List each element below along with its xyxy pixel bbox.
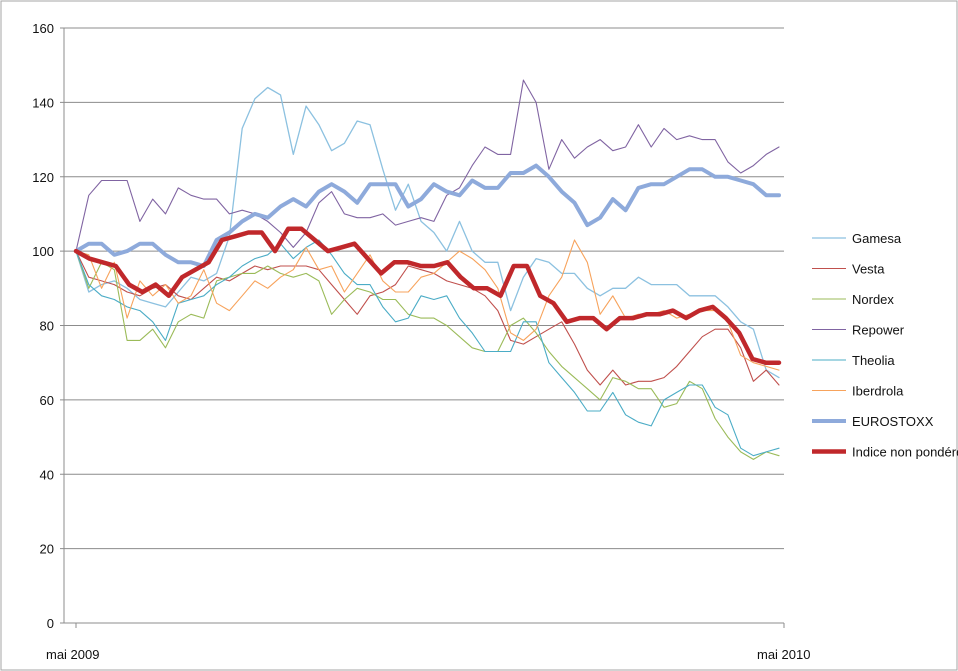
series-line-gamesa	[75, 86, 780, 379]
y-tick-label: 0	[47, 616, 54, 631]
series-line-indice-non-pond-r	[73, 226, 782, 365]
x-axis-ticks: mai 2009 mai 2010	[46, 647, 810, 662]
series-line-theolia	[75, 239, 780, 457]
series-line-repower	[75, 79, 780, 252]
y-tick-label: 60	[40, 393, 54, 408]
gridlines	[64, 27, 784, 550]
y-axis-ticks: 0 20 40 60 80 100 120 140 160	[32, 21, 64, 631]
y-tick-label: 80	[40, 319, 54, 334]
series-lines	[73, 79, 782, 460]
series-line-vesta	[75, 250, 780, 386]
y-tick-label: 160	[32, 21, 54, 36]
legend-label-vesta: Vesta	[852, 262, 885, 277]
y-tick-label: 40	[40, 467, 54, 482]
legend-label-eurostoxx: EUROSTOXX	[852, 414, 934, 429]
legend: Gamesa Vesta Nordex Repower Theolia Iberdrola…	[812, 231, 958, 460]
y-tick-label: 20	[40, 542, 54, 557]
series-line-eurostoxx	[74, 163, 781, 268]
y-tick-label: 120	[32, 170, 54, 185]
series-line-iberdrola	[75, 239, 780, 371]
legend-label-indice-non-pond-r: Indice non pondéré	[852, 445, 958, 460]
x-tick-start: mai 2009	[46, 647, 99, 662]
y-tick-label: 140	[32, 95, 54, 110]
legend-label-gamesa: Gamesa	[852, 231, 902, 246]
legend-label-nordex: Nordex	[852, 292, 894, 307]
y-tick-label: 100	[32, 244, 54, 259]
x-tick-end: mai 2010	[757, 647, 810, 662]
legend-label-repower: Repower	[852, 323, 905, 338]
legend-label-iberdrola: Iberdrola	[852, 384, 904, 399]
legend-label-theolia: Theolia	[852, 353, 895, 368]
